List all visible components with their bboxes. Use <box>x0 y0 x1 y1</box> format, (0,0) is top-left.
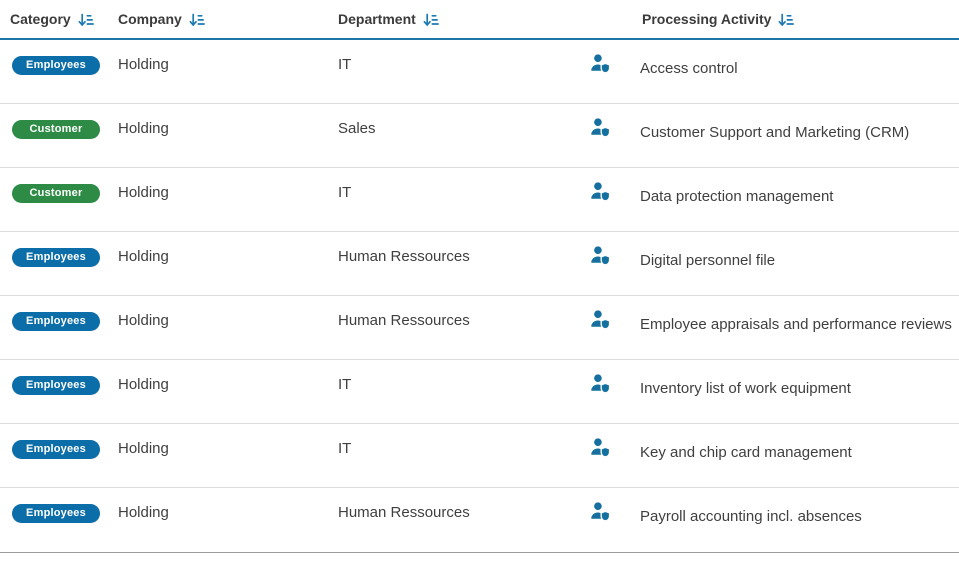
category-cell: Employees <box>0 424 118 487</box>
sort-descending-icon[interactable] <box>78 13 94 28</box>
person-shield-icon <box>580 488 640 552</box>
processing-activity-cell: Data protection management <box>640 188 834 205</box>
category-cell: Customer <box>0 168 118 231</box>
column-header-company[interactable]: Company <box>118 0 338 38</box>
table-row[interactable]: Customer Holding IT Data protection mana… <box>0 168 959 232</box>
category-badge: Employees <box>12 376 100 395</box>
table-row[interactable]: Employees Holding Human Ressources Emplo… <box>0 296 959 360</box>
table-header: Category Company Department Processing A… <box>0 0 959 40</box>
column-header-category-label: Category <box>10 11 71 27</box>
category-badge: Employees <box>12 248 100 267</box>
category-badge: Employees <box>12 504 100 523</box>
department-cell: Human Ressources <box>338 504 470 521</box>
category-badge: Customer <box>12 184 100 203</box>
processing-activity-cell: Key and chip card management <box>640 444 852 461</box>
person-shield-icon <box>580 232 640 295</box>
column-header-processing-activity-label: Processing Activity <box>642 11 772 27</box>
person-shield-icon <box>580 424 640 487</box>
processing-activity-cell: Inventory list of work equipment <box>640 380 851 397</box>
company-cell: Holding <box>118 56 169 73</box>
sort-descending-icon[interactable] <box>189 13 205 28</box>
processing-activity-cell: Payroll accounting incl. absences <box>640 508 862 525</box>
column-header-department[interactable]: Department <box>338 0 580 38</box>
category-cell: Employees <box>0 232 118 295</box>
company-cell: Holding <box>118 120 169 137</box>
column-header-processing-activity[interactable]: Processing Activity <box>640 0 959 38</box>
department-cell: Sales <box>338 120 376 137</box>
department-cell: IT <box>338 376 352 393</box>
table-body: Employees Holding IT Access control Cust… <box>0 40 959 552</box>
processing-activity-cell: Employee appraisals and performance revi… <box>640 316 952 333</box>
category-cell: Employees <box>0 360 118 423</box>
department-cell: Human Ressources <box>338 248 470 265</box>
category-badge: Employees <box>12 56 100 75</box>
category-cell: Customer <box>0 104 118 167</box>
department-cell: IT <box>338 184 352 201</box>
processing-activity-cell: Customer Support and Marketing (CRM) <box>640 124 910 141</box>
company-cell: Holding <box>118 312 169 329</box>
column-header-department-label: Department <box>338 11 416 27</box>
table-row[interactable]: Employees Holding IT Key and chip card m… <box>0 424 959 488</box>
column-header-category[interactable]: Category <box>0 0 118 38</box>
company-cell: Holding <box>118 504 169 521</box>
processing-activity-cell: Digital personnel file <box>640 252 776 269</box>
table-row[interactable]: Employees Holding IT Inventory list of w… <box>0 360 959 424</box>
department-cell: Human Ressources <box>338 312 470 329</box>
category-cell: Employees <box>0 488 118 552</box>
table-row[interactable]: Employees Holding Human Ressources Payro… <box>0 488 959 552</box>
table-row[interactable]: Employees Holding Human Ressources Digit… <box>0 232 959 296</box>
category-badge: Employees <box>12 312 100 331</box>
person-shield-icon <box>580 104 640 167</box>
table-row[interactable]: Customer Holding Sales Customer Support … <box>0 104 959 168</box>
category-badge: Customer <box>12 120 100 139</box>
department-cell: IT <box>338 440 352 457</box>
person-shield-icon <box>580 360 640 423</box>
sort-descending-icon[interactable] <box>778 13 795 28</box>
column-header-company-label: Company <box>118 11 182 27</box>
company-cell: Holding <box>118 440 169 457</box>
company-cell: Holding <box>118 248 169 265</box>
processing-activity-cell: Access control <box>640 60 738 77</box>
person-shield-icon <box>580 40 640 103</box>
table-row[interactable]: Employees Holding IT Access control <box>0 40 959 104</box>
sort-descending-icon[interactable] <box>423 13 439 28</box>
person-shield-icon <box>580 296 640 359</box>
processing-activities-table: Category Company Department Processing A… <box>0 0 959 553</box>
category-cell: Employees <box>0 296 118 359</box>
category-badge: Employees <box>12 440 100 459</box>
department-cell: IT <box>338 56 352 73</box>
category-cell: Employees <box>0 40 118 103</box>
person-shield-icon <box>580 168 640 231</box>
company-cell: Holding <box>118 376 169 393</box>
company-cell: Holding <box>118 184 169 201</box>
